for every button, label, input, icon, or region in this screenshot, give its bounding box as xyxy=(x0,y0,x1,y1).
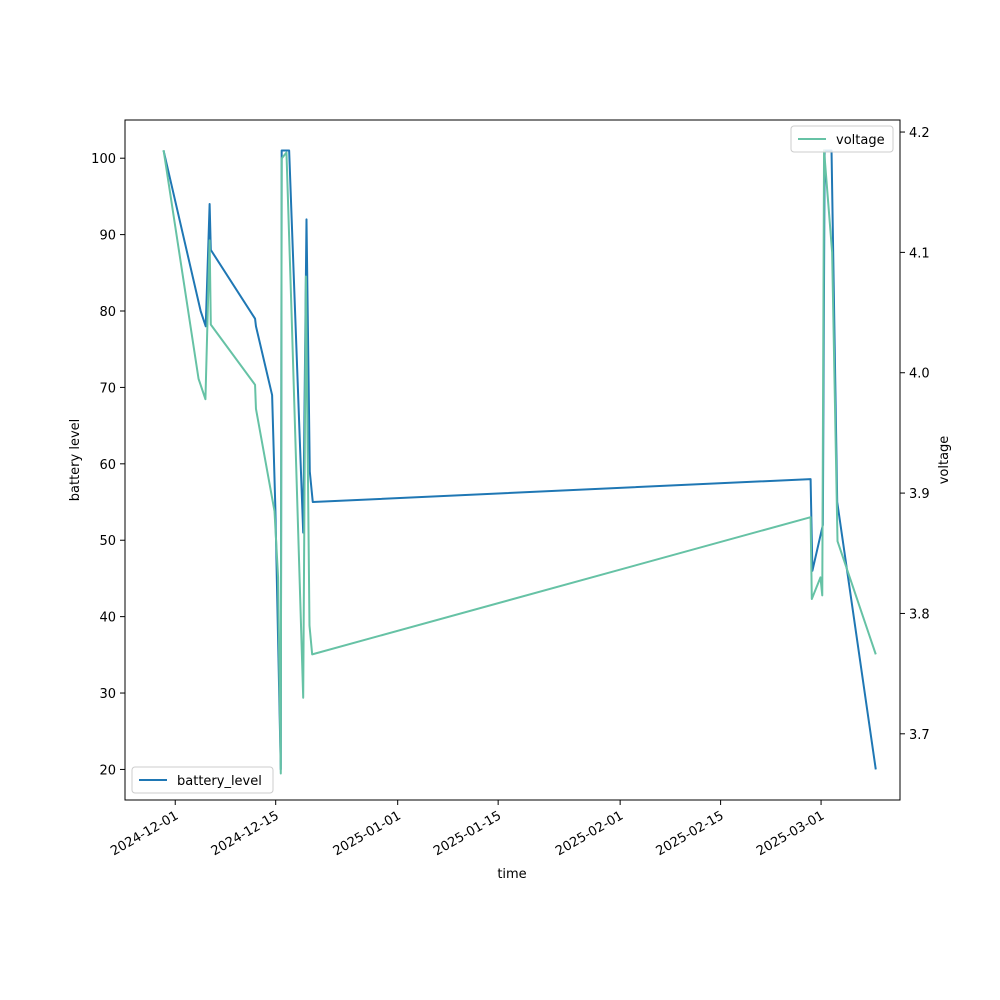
y-axis-right-title: voltage xyxy=(937,436,952,485)
x-tick-label: 2025-03-01 xyxy=(754,808,827,859)
y-left-tick-label: 20 xyxy=(99,763,116,778)
y-left-tick-label: 50 xyxy=(99,534,116,549)
series-line-voltage xyxy=(162,149,877,775)
y-left-tick-label: 90 xyxy=(99,229,116,244)
y-right-tick-label: 3.9 xyxy=(909,487,930,502)
legend-box xyxy=(790,125,894,153)
legend-label-battery-level: battery_level xyxy=(177,774,262,789)
legend-box xyxy=(131,766,274,794)
legend-battery-level: battery_level xyxy=(131,766,274,794)
series-line-battery-level xyxy=(162,149,877,771)
y-axis-left-title: battery level xyxy=(68,419,83,502)
x-tick-label: 2025-01-15 xyxy=(431,808,504,859)
legend-voltage: voltage xyxy=(790,125,894,153)
x-tick-label: 2025-02-01 xyxy=(553,808,626,859)
plot-frame xyxy=(124,119,901,801)
y-right-tick-label: 3.7 xyxy=(909,728,930,743)
y-left-tick-label: 30 xyxy=(99,687,116,702)
y-left-tick-label: 60 xyxy=(99,458,116,473)
plot-series-layer xyxy=(162,149,877,775)
y-right-tick-label: 3.8 xyxy=(909,607,930,622)
x-tick-label: 2024-12-01 xyxy=(108,808,181,859)
y-axis-left: 20 30 40 50 60 70 80 90 100 xyxy=(91,152,125,778)
y-left-tick-label: 70 xyxy=(99,381,116,396)
x-tick-label: 2024-12-15 xyxy=(209,808,282,859)
x-axis: 2024-12-01 2024-12-15 2025-01-01 2025-01-15… xyxy=(108,800,827,859)
y-left-tick-label: 80 xyxy=(99,305,116,320)
x-tick-label: 2025-01-01 xyxy=(331,808,404,859)
y-right-tick-label: 4.2 xyxy=(909,126,930,141)
legend-label-voltage: voltage xyxy=(836,133,885,148)
y-axis-right: 3.7 3.8 3.9 4.0 4.1 4.2 xyxy=(900,126,930,743)
y-left-tick-label: 40 xyxy=(99,611,116,626)
y-right-tick-label: 4.0 xyxy=(909,367,930,382)
x-tick-label: 2025-02-15 xyxy=(654,808,727,859)
y-right-tick-label: 4.1 xyxy=(909,246,930,261)
y-left-tick-label: 100 xyxy=(91,152,116,167)
x-axis-title: time xyxy=(497,867,526,882)
